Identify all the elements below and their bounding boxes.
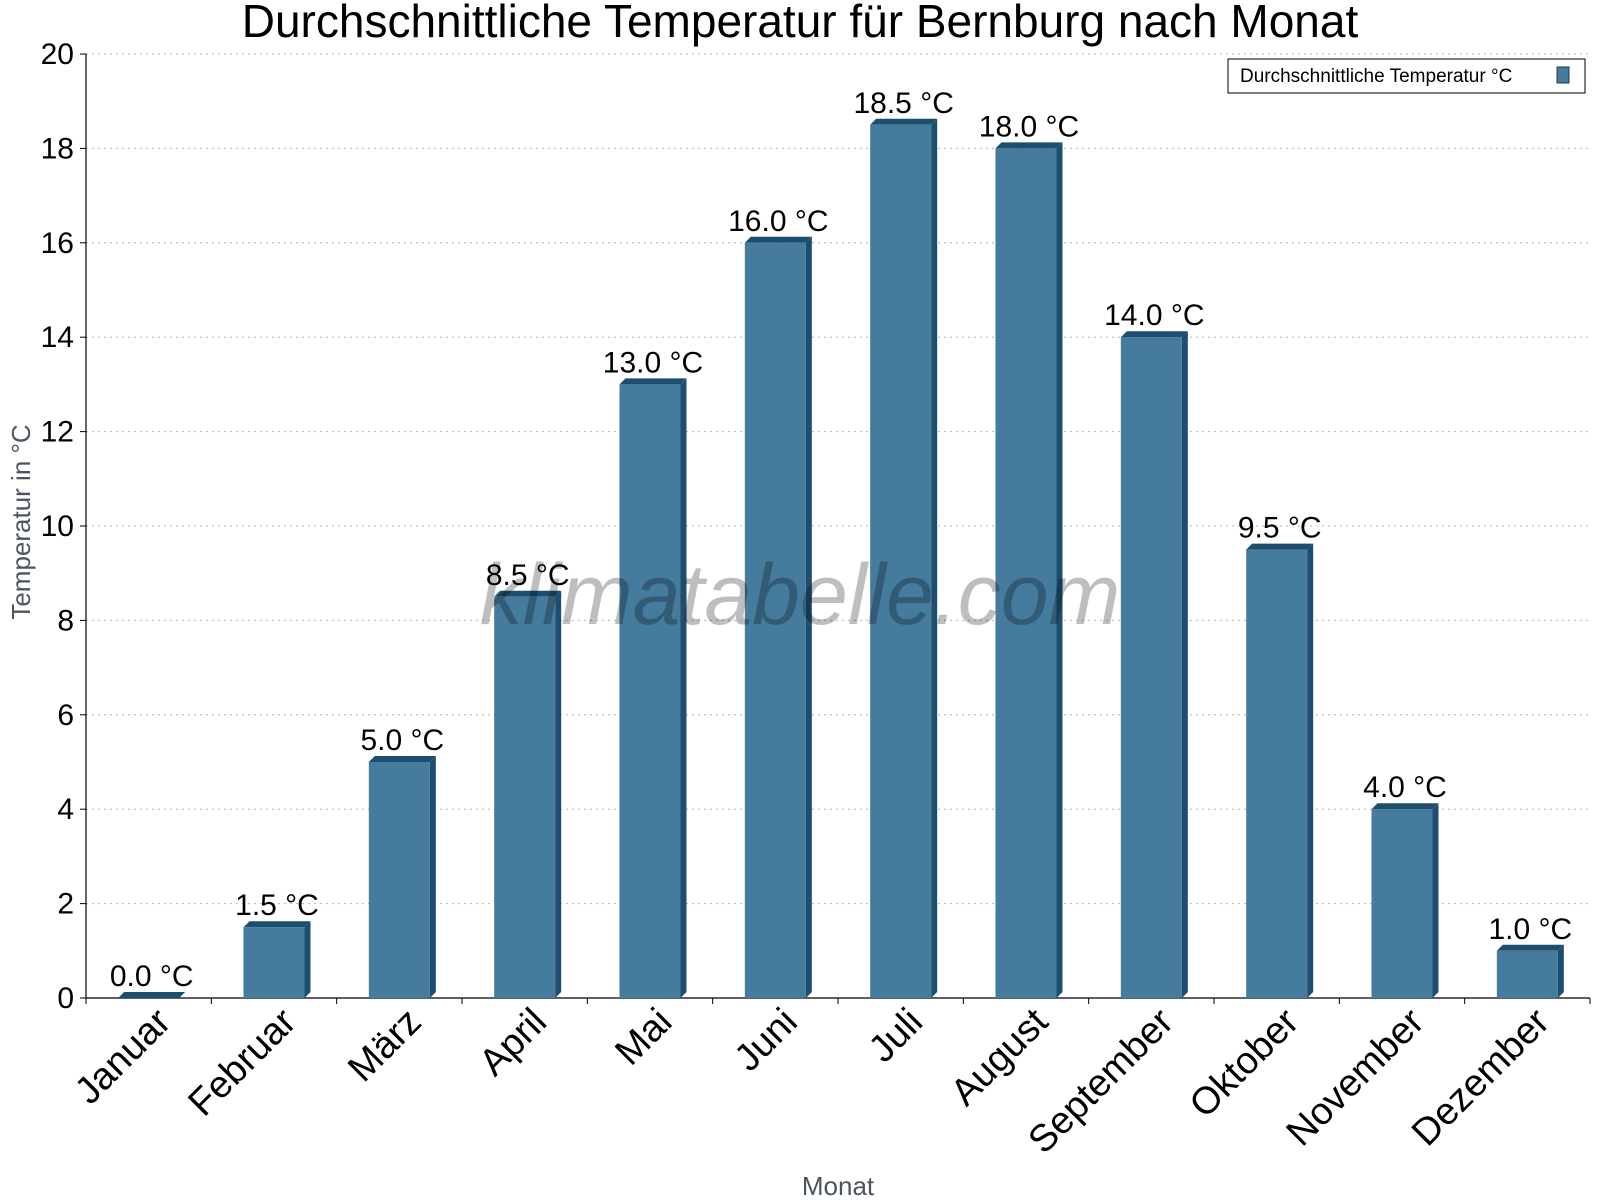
bar	[1246, 549, 1308, 998]
y-tick-label: 16	[41, 227, 74, 260]
bar-value-label: 5.0 °C	[360, 724, 444, 757]
x-tick-label: Juni	[727, 1001, 806, 1080]
y-tick-label: 14	[41, 321, 74, 354]
bar-side	[555, 590, 562, 998]
bar-side	[1557, 944, 1564, 998]
bar	[368, 762, 430, 998]
x-tick-label: Januar	[67, 1000, 179, 1112]
bar-top	[243, 921, 311, 928]
bar-top	[368, 756, 436, 762]
bar	[494, 596, 556, 998]
bar	[744, 242, 806, 999]
watermark: klimatabelle.com	[480, 547, 1120, 643]
bar	[995, 148, 1057, 998]
bar-side	[304, 921, 311, 998]
bar	[619, 384, 681, 998]
legend: Durchschnittliche Temperatur °C	[1227, 58, 1586, 94]
bar-value-label: 18.5 °C	[853, 87, 953, 120]
bar-value-label: 16.0 °C	[728, 205, 828, 238]
bar-top	[1496, 944, 1564, 951]
x-tick-label: April	[472, 1001, 555, 1084]
bar-value-label: 1.0 °C	[1488, 913, 1572, 946]
bar-side	[1307, 543, 1314, 998]
legend-box	[1227, 58, 1586, 94]
bar	[1496, 950, 1558, 998]
bar-value-label: 1.5 °C	[235, 889, 319, 922]
x-tick-label: März	[340, 1001, 429, 1090]
x-tick-label: August	[943, 1000, 1057, 1114]
y-axis-label: Temperatur in °C	[6, 424, 36, 619]
y-tick-label: 4	[57, 793, 74, 826]
x-tick-label: Dezember	[1404, 1000, 1558, 1154]
y-tick-label: 6	[57, 699, 74, 732]
bar-top	[619, 378, 687, 385]
y-tick-label: 10	[41, 510, 74, 543]
bar-side	[680, 378, 687, 998]
y-tick-label: 8	[57, 604, 74, 637]
bar-top	[1371, 803, 1439, 810]
bar-top	[118, 992, 186, 998]
legend-label: Durchschnittliche Temperatur °C	[1240, 66, 1512, 87]
bar-value-labels: 0.0 °C 1.5 °C 5.0 °C 8.5 °C 13.0 °C 16.0 °C 18…	[110, 87, 1572, 993]
bar	[870, 124, 932, 999]
bar-side	[805, 236, 812, 999]
bar-side	[1056, 142, 1063, 998]
x-axis-label: Monat	[802, 1171, 875, 1200]
y-tick-label: 2	[57, 888, 74, 921]
bar	[243, 927, 305, 998]
x-axis-ticks: Januar Februar März April Mai Juni Juli AugustS…	[67, 998, 1591, 1162]
bar-value-label: 8.5 °C	[486, 559, 570, 592]
bar-top	[1246, 543, 1314, 550]
bar-top	[870, 118, 938, 125]
bar-value-label: 13.0 °C	[603, 346, 703, 379]
bars	[118, 118, 1564, 999]
x-tick-label: Februar	[181, 1000, 305, 1124]
bar-value-label: 0.0 °C	[110, 960, 194, 993]
bar-top	[995, 142, 1063, 149]
y-tick-label: 0	[57, 982, 74, 1015]
legend-swatch	[1556, 66, 1570, 84]
y-axis-ticks: 0 2 4 6 8 10 12 14 16 18 20	[41, 38, 86, 1015]
bar	[1120, 337, 1182, 998]
y-tick-label: 12	[41, 416, 74, 449]
bar-value-label: 4.0 °C	[1363, 771, 1447, 804]
x-tick-label: Oktober	[1182, 1000, 1308, 1126]
bar-top	[744, 236, 812, 243]
y-tick-label: 20	[41, 38, 74, 71]
bar-top	[1120, 331, 1188, 338]
bar	[1371, 809, 1433, 998]
bar-value-label: 9.5 °C	[1238, 512, 1322, 545]
bar-side	[1181, 331, 1188, 998]
x-tick-label: Mai	[607, 1001, 680, 1074]
bar-value-label: 14.0 °C	[1104, 299, 1204, 332]
bar-side	[931, 118, 938, 999]
x-tick-label: Juli	[861, 1001, 931, 1071]
y-tick-label: 18	[41, 132, 74, 165]
chart-title: Durchschnittliche Temperatur für Bernbur…	[242, 0, 1359, 47]
bar-value-label: 18.0 °C	[979, 110, 1079, 143]
bar-top	[494, 590, 562, 597]
bar-side	[429, 756, 436, 998]
bar-side	[1432, 803, 1439, 998]
